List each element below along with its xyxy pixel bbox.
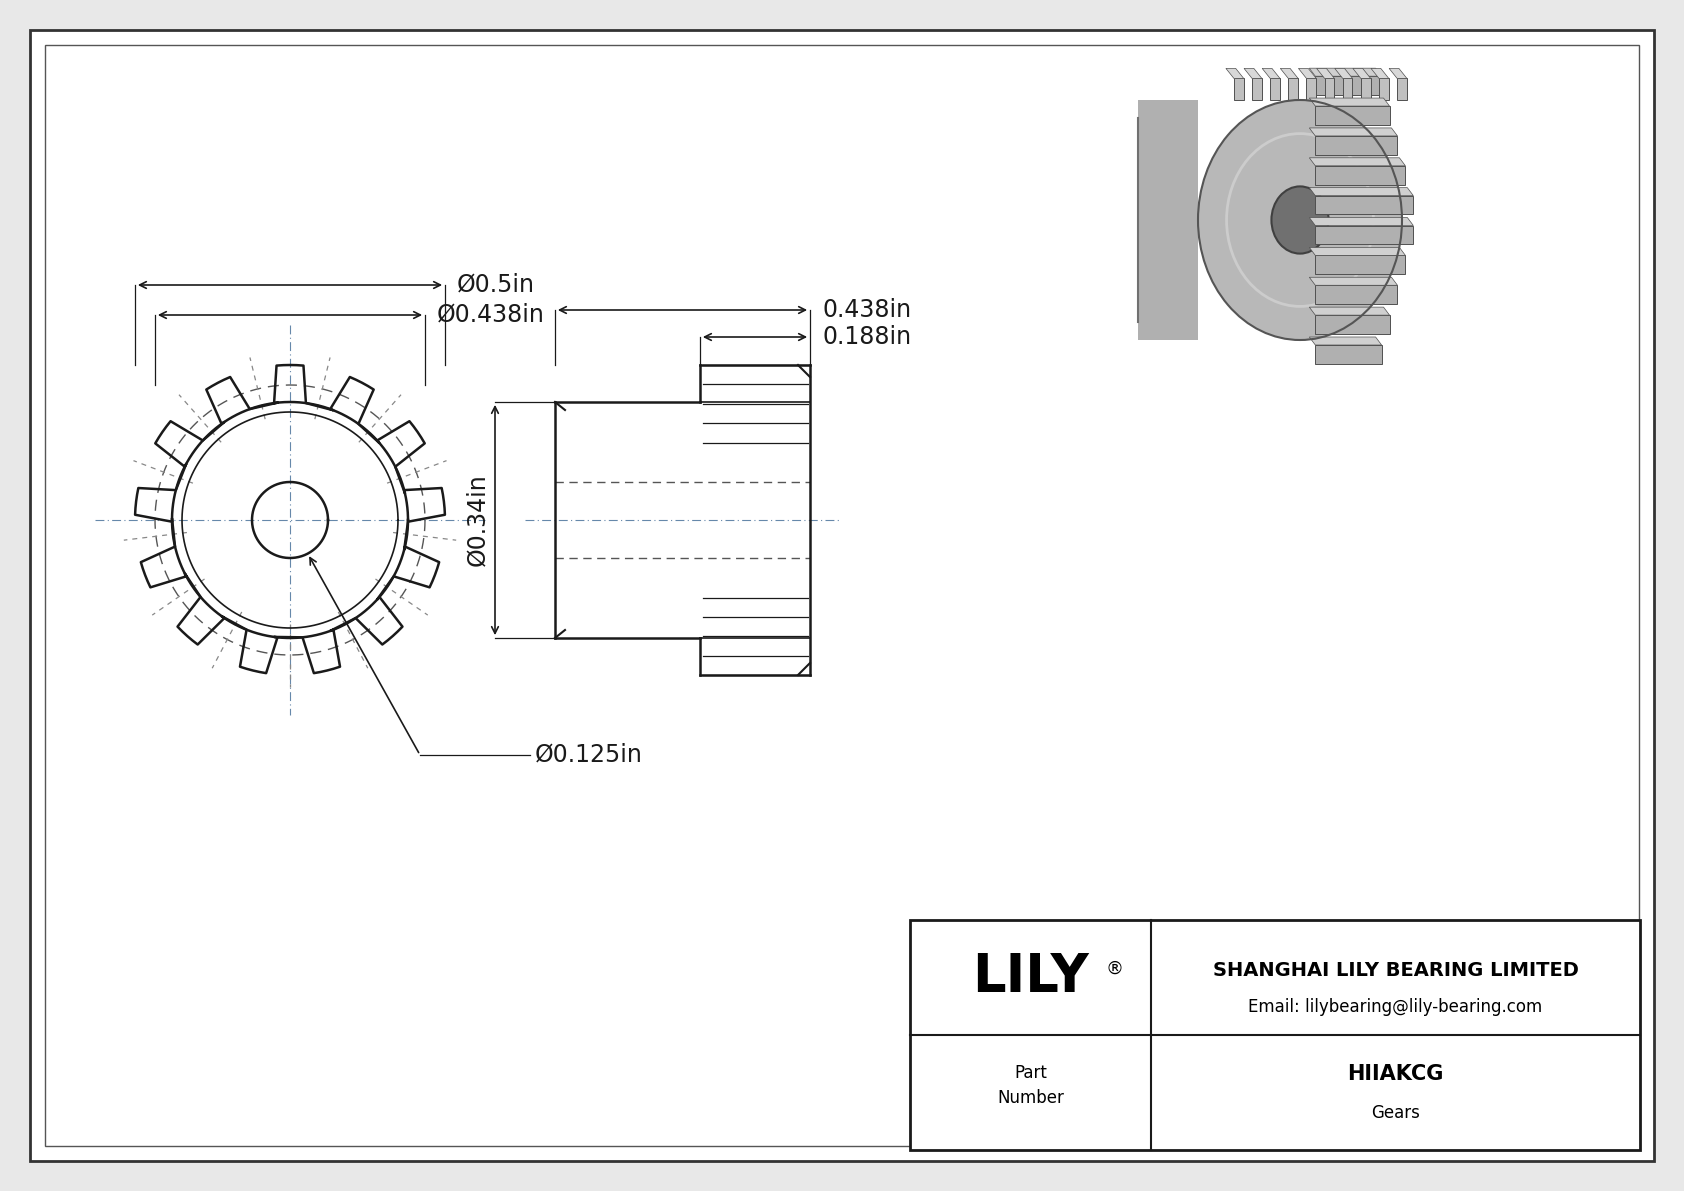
- Polygon shape: [1308, 68, 1381, 76]
- Text: 0.438in: 0.438in: [822, 298, 911, 322]
- Bar: [1315, 286, 1398, 304]
- Text: Part
Number: Part Number: [997, 1064, 1064, 1108]
- Bar: [1325, 79, 1334, 100]
- Polygon shape: [1308, 337, 1381, 345]
- Text: SHANGHAI LILY BEARING LIMITED: SHANGHAI LILY BEARING LIMITED: [1212, 961, 1578, 980]
- Bar: [1398, 79, 1406, 100]
- Bar: [1288, 79, 1298, 100]
- Text: Ø0.125in: Ø0.125in: [536, 743, 643, 767]
- Polygon shape: [1308, 307, 1389, 316]
- Text: HIIAKCG: HIIAKCG: [1347, 1064, 1443, 1084]
- Polygon shape: [1280, 68, 1298, 79]
- Bar: [1379, 79, 1389, 100]
- Bar: [1138, 100, 1197, 339]
- Polygon shape: [1308, 218, 1413, 225]
- Bar: [1251, 79, 1261, 100]
- Polygon shape: [1317, 68, 1334, 79]
- Polygon shape: [1308, 278, 1398, 286]
- Text: Ø0.5in: Ø0.5in: [456, 273, 536, 297]
- Text: Ø0.34in: Ø0.34in: [465, 474, 488, 567]
- Ellipse shape: [1197, 100, 1403, 339]
- Polygon shape: [1389, 68, 1406, 79]
- Bar: [1361, 79, 1371, 100]
- Polygon shape: [1244, 68, 1261, 79]
- Polygon shape: [1308, 248, 1406, 255]
- Bar: [909, 919, 1640, 1151]
- Text: LILY: LILY: [972, 952, 1090, 1004]
- Bar: [1315, 225, 1413, 244]
- Polygon shape: [1298, 68, 1317, 79]
- Text: Ø0.438in: Ø0.438in: [438, 303, 546, 328]
- Bar: [1234, 79, 1244, 100]
- Polygon shape: [1335, 68, 1352, 79]
- Polygon shape: [1226, 68, 1244, 79]
- Bar: [1315, 345, 1381, 363]
- Bar: [1342, 79, 1352, 100]
- Bar: [1315, 136, 1398, 155]
- Polygon shape: [1352, 68, 1371, 79]
- Polygon shape: [1308, 127, 1398, 136]
- Bar: [1315, 166, 1406, 185]
- Bar: [1270, 79, 1280, 100]
- Bar: [1315, 316, 1389, 333]
- Bar: [1307, 79, 1317, 100]
- Polygon shape: [1371, 68, 1389, 79]
- Text: Gears: Gears: [1371, 1104, 1420, 1122]
- Ellipse shape: [1271, 187, 1329, 254]
- Polygon shape: [1308, 188, 1413, 195]
- Text: Email: lilybearing@lily-bearing.com: Email: lilybearing@lily-bearing.com: [1248, 998, 1543, 1016]
- Text: ®: ®: [1105, 960, 1123, 978]
- Bar: [1315, 195, 1413, 214]
- Bar: [1315, 76, 1381, 95]
- Polygon shape: [1308, 98, 1389, 106]
- Bar: [1315, 106, 1389, 125]
- Text: 0.188in: 0.188in: [822, 325, 911, 349]
- Polygon shape: [1308, 157, 1406, 166]
- Bar: [1315, 255, 1406, 274]
- Polygon shape: [1263, 68, 1280, 79]
